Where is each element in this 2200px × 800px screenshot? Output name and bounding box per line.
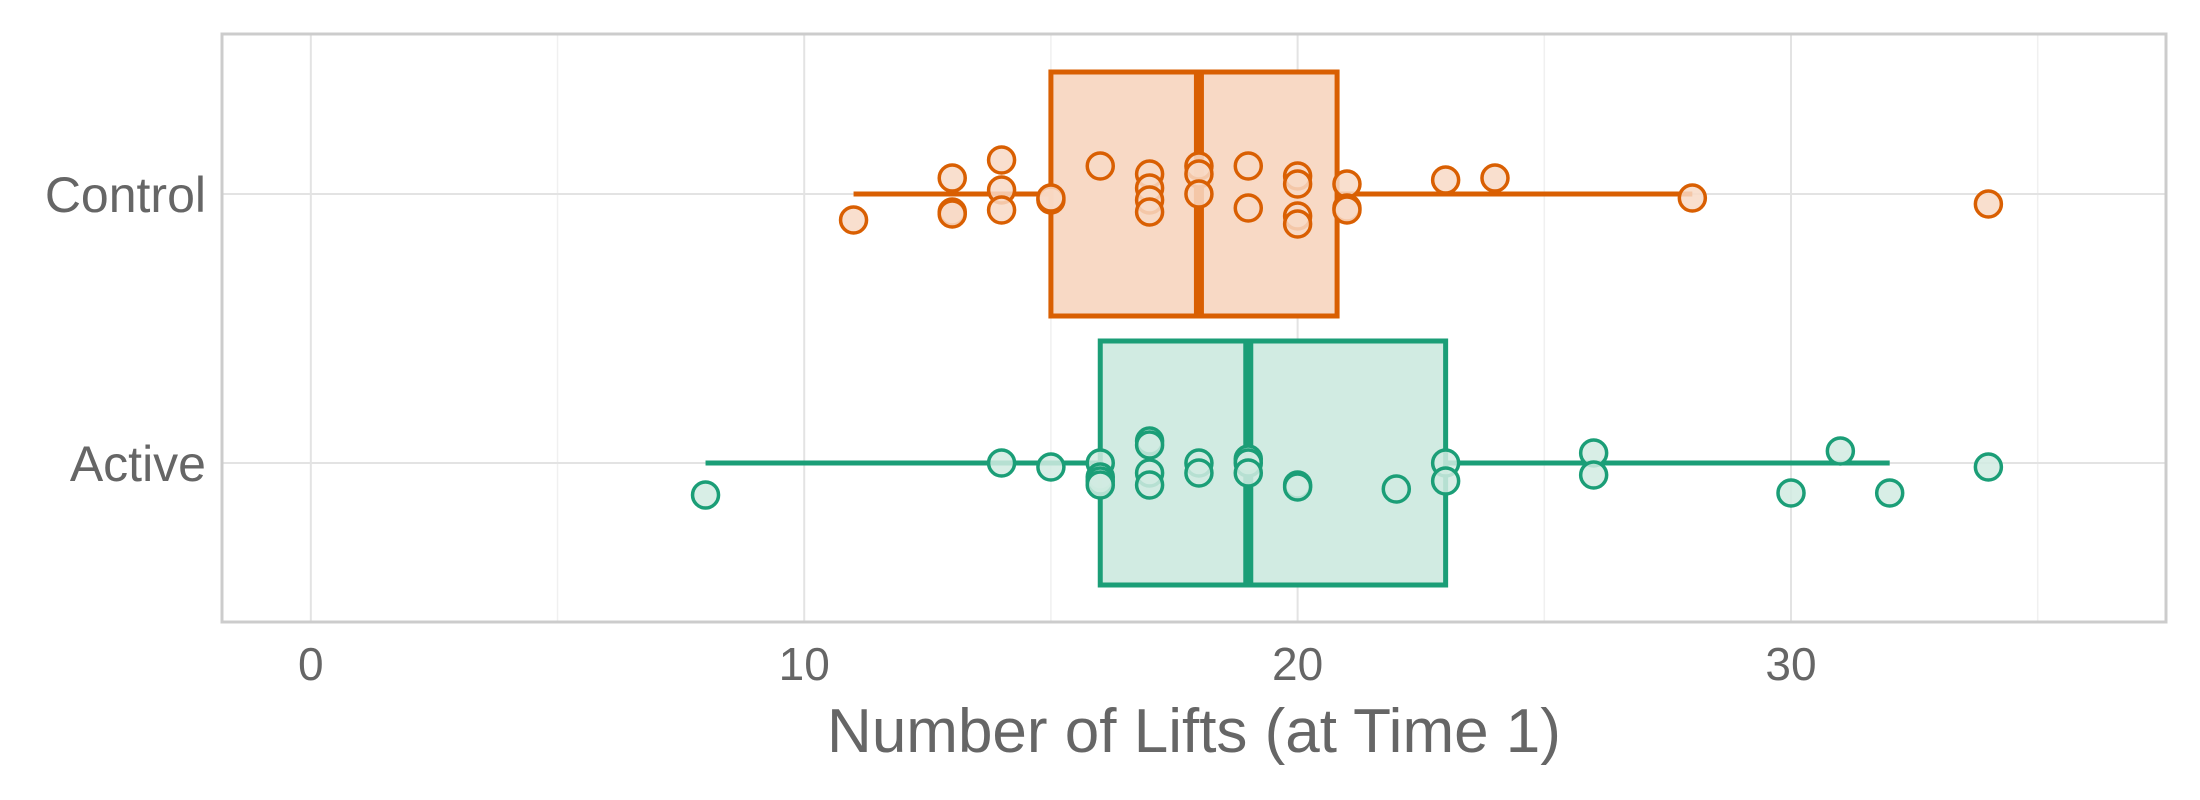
x-tick-label: 0 — [298, 638, 324, 690]
x-axis-title: Number of Lifts (at Time 1) — [827, 697, 1561, 766]
data-point — [1578, 460, 1609, 490]
data-point — [1134, 470, 1165, 500]
data-point — [838, 205, 869, 235]
data-point — [1184, 458, 1214, 488]
plot-border — [220, 32, 2168, 624]
data-point — [1184, 179, 1214, 209]
data-point — [986, 195, 1017, 225]
y-tick-label: Control — [45, 167, 206, 223]
data-point — [1282, 209, 1313, 239]
data-point — [1134, 197, 1165, 227]
data-point — [937, 199, 967, 229]
data-point — [1233, 151, 1264, 181]
data-point — [1134, 430, 1165, 460]
x-tick-label: 10 — [779, 638, 830, 690]
data-point — [1825, 436, 1856, 466]
y-axis-labels: Control Active — [45, 167, 206, 492]
data-point — [1973, 189, 2004, 219]
data-point — [1233, 193, 1264, 223]
data-point — [1776, 478, 1806, 508]
data-point — [690, 480, 721, 510]
x-axis-tick-labels: 0 10 20 30 — [298, 638, 1817, 690]
data-point — [1085, 470, 1116, 500]
point-layer — [690, 145, 2004, 510]
x-tick-label: 20 — [1272, 638, 1323, 690]
data-point — [1282, 472, 1313, 502]
data-point — [1036, 183, 1066, 213]
data-point — [986, 145, 1017, 175]
data-point — [1282, 169, 1313, 199]
x-tick-label: 30 — [1765, 638, 1816, 690]
data-point — [1973, 452, 2004, 482]
data-point — [1381, 474, 1412, 504]
data-point — [1332, 195, 1362, 225]
data-point — [937, 163, 967, 193]
data-point — [1233, 458, 1264, 488]
data-point — [1332, 169, 1362, 199]
data-point — [1430, 165, 1461, 195]
data-point — [1085, 151, 1116, 181]
y-tick-label: Active — [70, 436, 206, 492]
data-point — [1677, 183, 1708, 213]
data-point — [986, 448, 1017, 478]
data-point — [1036, 452, 1066, 482]
data-point — [1480, 163, 1510, 193]
data-point — [1430, 466, 1461, 496]
data-point — [1874, 478, 1905, 508]
